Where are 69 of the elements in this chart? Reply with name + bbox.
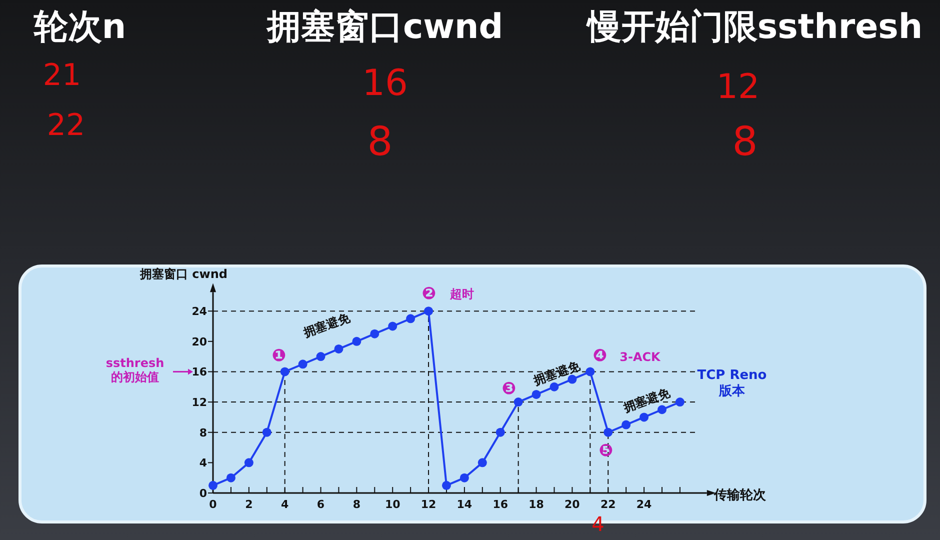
x-tick-label: 2 [245,498,253,511]
point [604,428,613,437]
point [442,480,451,490]
x-tick-label: 24 [636,498,652,511]
text: 轮次n [32,7,126,47]
point [208,480,218,490]
x-tick-label: 6 [316,498,325,511]
annotation: ❸ [502,379,516,399]
x-tick-label: 4 [281,498,290,511]
x-tick-label: 10 [384,498,401,511]
point [586,367,595,376]
y-tick-label: 8 [199,426,207,440]
y-tick-label: 12 [192,396,207,410]
annotation: 拥塞避免 [300,310,353,340]
point [244,458,254,468]
annotation: ❷ [422,284,436,304]
y-axis-title: 拥塞窗口 cwnd [139,267,228,281]
point [352,336,362,346]
x-tick-label: 0 [209,498,218,511]
point [478,458,487,468]
point [496,428,505,437]
point [388,322,398,331]
annotation: 3-ACK [620,350,662,364]
y-tick-label: 0 [199,487,208,500]
point [640,412,649,422]
point [622,420,631,430]
point [370,329,380,338]
x-tick-label: 22 [600,498,616,511]
text: 21 [42,58,82,93]
text: 12 [716,67,760,107]
y-tick-label: 4 [199,456,208,470]
point [226,473,236,482]
x-tick-label: 12 [420,498,436,511]
point [658,405,666,414]
point [675,398,684,407]
x-tick-label: 20 [564,498,580,511]
point [406,314,416,324]
point [460,473,469,482]
text: 8 [367,119,393,165]
point [514,398,523,407]
point [334,344,344,354]
y-tick-label: 16 [192,366,208,379]
text: 16 [362,63,408,104]
x-axis-title: 传输轮次 [713,488,767,503]
point [280,367,290,376]
annotation: TCP Reno 版本 [697,368,767,399]
text: ssthresh 的初始值 [106,356,164,384]
y-tick-label: 24 [192,305,208,318]
annotation: ❹ [592,346,608,366]
text: 拥塞窗口cwnd [266,7,504,47]
annotation: ❺ [598,441,614,461]
point [298,360,308,369]
x-tick-label: 14 [456,498,472,511]
annotation: 拥塞避免 [530,358,583,388]
point [550,382,559,392]
text: 22 [46,108,86,143]
point [316,352,326,362]
x-tick-label: 18 [528,498,544,511]
annotation: 拥塞避免 [620,385,673,416]
annotation: 超时 [449,287,474,301]
x-tick-label: 16 [492,498,508,511]
text: 慢开始门限ssthresh [585,7,923,47]
text: 8 [732,119,758,165]
point [532,390,541,399]
point [424,306,434,316]
x-tick-label: 8 [352,498,361,511]
point [262,428,272,437]
annotation: ❶ [272,346,286,366]
y-tick-label: 20 [192,335,208,348]
